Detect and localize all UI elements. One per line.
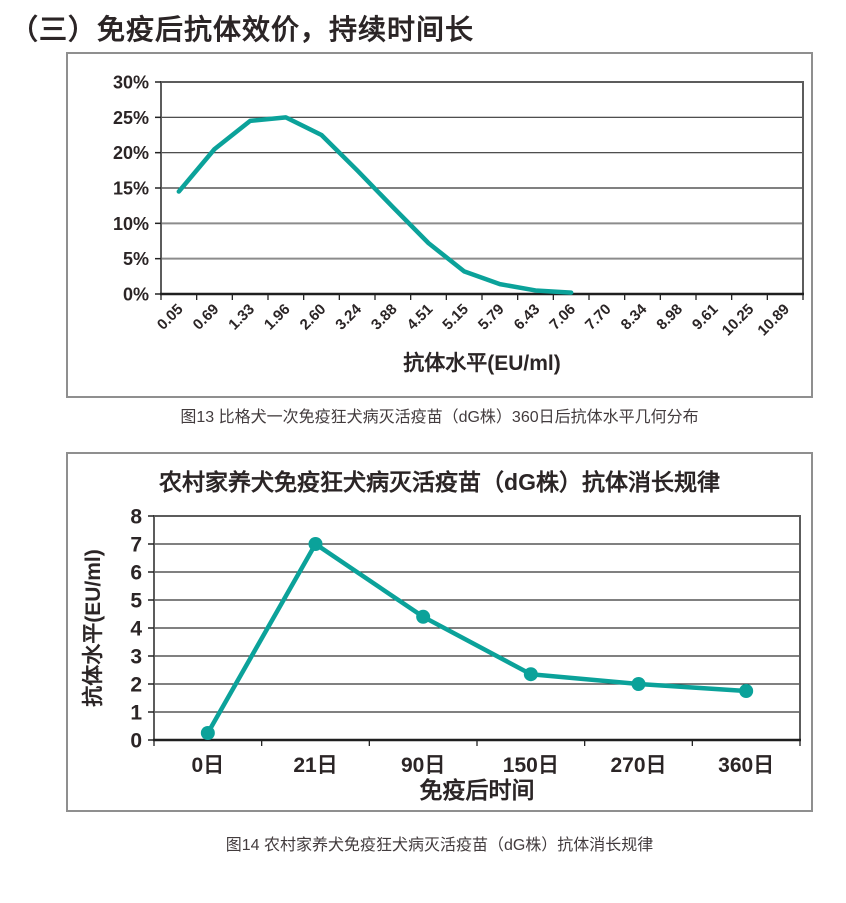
antibody-distribution-line-chart: 0%5%10%15%20%25%30%0.05 0.69 1.33 1.96 2.60 3… (113, 72, 804, 375)
x-tick-label: 8.98 (653, 301, 686, 334)
data-point-marker (523, 667, 538, 682)
figure13-caption: 图13 比格犬一次免疫狂犬病灭活疫苗（dG株）360日后抗体水平几何分布 (180, 409, 699, 426)
x-tick-label: 10.89 (754, 301, 793, 340)
data-point-marker (631, 677, 646, 691)
data-point-marker (200, 726, 215, 740)
antibody-decay-line-chart: 农村家养犬免疫狂犬病灭活疫苗（dG株）抗体消长规律 0 1 2 3 4 5 6 7 8 0日 21日 9… (81, 469, 801, 803)
x-tick-label: 90日 (401, 754, 445, 777)
y-axis-title: 抗体水平(EU/ml) (81, 549, 105, 707)
figure14-caption: 图14 农村家养犬免疫狂犬病灭活疫苗（dG株）抗体消长规律 (225, 837, 654, 854)
data-point-marker (739, 684, 754, 698)
y-tick-label: 8 (130, 506, 142, 529)
x-tick-label: 0.69 (190, 301, 223, 334)
x-tick-label: 1.96 (261, 301, 294, 334)
y-tick-label: 25% (113, 108, 149, 128)
x-tick-label: 6.43 (511, 301, 544, 334)
x-tick-label: 10.25 (719, 301, 758, 340)
y-tick-label: 1 (130, 702, 142, 725)
y-tick-label: 6 (130, 562, 142, 585)
y-tick-label: 30% (113, 72, 149, 92)
x-tick-label: 1.33 (225, 301, 258, 334)
x-tick-label: 3.24 (332, 300, 365, 333)
data-point-marker (416, 609, 431, 624)
x-tick-label: 8.34 (618, 300, 651, 333)
x-tick-label: 150日 (503, 754, 559, 777)
x-tick-label: 5.79 (475, 301, 508, 334)
x-tick-label: 360日 (718, 754, 774, 777)
x-axis-title: 抗体水平(EU/ml) (403, 351, 561, 375)
x-tick-label: 270日 (610, 754, 666, 777)
x-tick-label: 2.60 (297, 301, 330, 334)
y-tick-label: 4 (130, 618, 142, 641)
page-title: （三）免疫后抗体效价，持续时间长 (10, 14, 475, 45)
y-tick-label: 7 (130, 534, 142, 557)
figure14-panel: 农村家养犬免疫狂犬病灭活疫苗（dG株）抗体消长规律 0 1 2 3 4 5 6 7 8 0日 21日 9… (66, 452, 813, 812)
y-tick-label: 0% (123, 284, 149, 304)
y-tick-label: 10% (113, 214, 149, 234)
x-tick-label: 0日 (191, 754, 224, 777)
y-tick-label: 2 (130, 674, 142, 697)
x-tick-label: 0.05 (154, 301, 187, 334)
x-tick-label: 3.88 (368, 301, 401, 334)
x-tick-label: 21日 (293, 754, 337, 777)
x-tick-label: 9.61 (689, 301, 722, 334)
chart-title: 农村家养犬免疫狂犬病灭活疫苗（dG株）抗体消长规律 (158, 469, 720, 495)
x-tick-label: 4.51 (404, 301, 437, 334)
y-tick-label: 15% (113, 178, 149, 198)
x-tick-label: 7.06 (546, 301, 579, 334)
y-tick-label: 0 (130, 730, 142, 753)
y-tick-label: 20% (113, 143, 149, 163)
y-tick-label: 5% (123, 249, 149, 269)
figure13-panel: 0% 5% 10% 15% 20% 25% 30% 0.05 0.69 1.33 1.96 2.60 3… (66, 52, 813, 398)
x-tick-label: 5.15 (439, 301, 472, 334)
data-series-line (176, 115, 574, 295)
y-tick-label: 3 (130, 646, 142, 669)
x-tick-label: 7.70 (582, 301, 615, 334)
x-axis-title: 免疫后时间 (420, 777, 535, 803)
data-point-marker (308, 537, 323, 551)
data-series-line (205, 541, 749, 736)
y-tick-label: 5 (130, 590, 142, 613)
